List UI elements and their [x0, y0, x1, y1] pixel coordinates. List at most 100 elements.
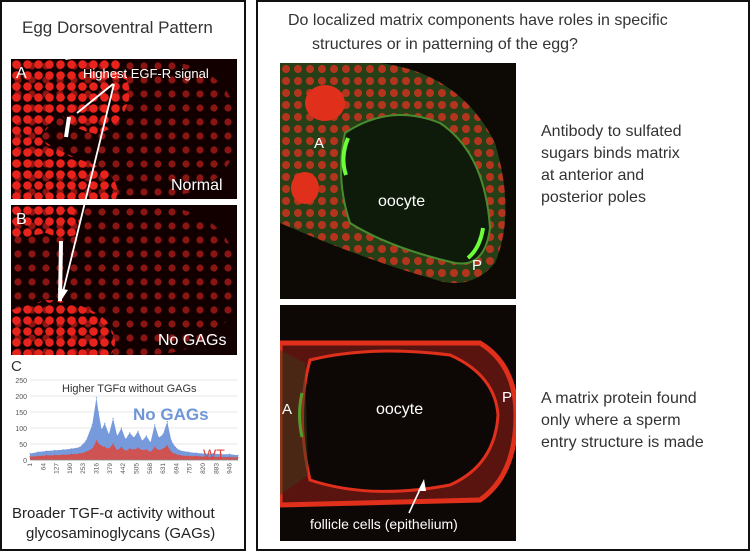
- chart-title: Higher TGFα without GAGs: [60, 383, 199, 395]
- x-tick-label: 820: [200, 463, 207, 474]
- micrograph-matrix-protein: A oocyte P follicle cells (epithelium): [280, 305, 516, 541]
- data-point: [70, 453, 73, 455]
- data-point: [116, 449, 118, 451]
- series-area-wt: [30, 440, 238, 460]
- data-point: [145, 449, 147, 451]
- x-tick-label: 946: [227, 463, 234, 474]
- data-point: [133, 449, 135, 451]
- data-point: [229, 456, 231, 458]
- egfr-signal-label: Highest EGF-R signal: [83, 66, 209, 81]
- data-point: [112, 443, 114, 445]
- data-point: [149, 451, 152, 453]
- data-point: [108, 433, 110, 435]
- x-tick-label: 694: [173, 463, 180, 474]
- left-panel-title: Egg Dorsoventral Pattern: [22, 18, 213, 37]
- data-point: [104, 446, 106, 448]
- data-point: [79, 446, 81, 448]
- data-point: [120, 446, 123, 448]
- data-point: [79, 453, 81, 455]
- right-figure-panel: Do localized matrix components have role…: [256, 0, 750, 551]
- data-point: [116, 435, 118, 437]
- micrograph-a: A Highest EGF-R signal Normal: [11, 59, 237, 199]
- micrograph-b: B No GAGs: [11, 205, 237, 355]
- data-point: [101, 429, 103, 431]
- data-point: [91, 424, 93, 426]
- data-point: [174, 453, 177, 455]
- top-label-p: P: [472, 257, 483, 274]
- x-tick-label: 127: [54, 463, 61, 474]
- data-point: [85, 451, 87, 453]
- data-point: [95, 397, 98, 399]
- micrograph-sulfated-sugars: A oocyte P: [280, 63, 516, 299]
- data-point: [99, 445, 102, 447]
- x-tick-label: 379: [107, 463, 114, 474]
- tgf-alpha-chart: 0 50 100 150 200 250 1 64 127 190 253 316 379 442 505 5…: [15, 378, 239, 474]
- data-point: [162, 433, 164, 435]
- data-point: [62, 454, 64, 456]
- data-point: [29, 453, 31, 455]
- question-line1: Do localized matrix components have role…: [288, 12, 668, 29]
- data-point: [220, 456, 222, 458]
- y-tick-label: 0: [23, 458, 27, 465]
- left-figure-panel: Egg Dorsoventral Pattern A Highest EGF-R…: [0, 0, 246, 551]
- data-point: [137, 430, 139, 432]
- x-tick-label: 1: [27, 463, 34, 467]
- x-tick-label: 442: [120, 463, 127, 474]
- data-point: [195, 452, 197, 454]
- y-tick-label: 100: [15, 426, 27, 433]
- data-point: [45, 454, 48, 457]
- legend-wt: WT: [203, 446, 225, 462]
- data-point: [166, 421, 168, 423]
- x-tick-label: 190: [67, 463, 74, 474]
- data-point: [91, 448, 93, 450]
- data-point: [237, 456, 239, 459]
- data-point: [229, 453, 231, 455]
- panel-c-caption-line2: glycosaminoglycans (GAGs): [26, 525, 216, 542]
- panel-c-letter: C: [11, 358, 22, 375]
- data-point: [141, 449, 143, 451]
- data-point: [124, 450, 127, 452]
- question-line2: structures or in patterning of the egg?: [312, 36, 578, 53]
- data-point: [204, 456, 206, 458]
- x-tick-label: 505: [133, 463, 140, 474]
- data-point: [220, 453, 222, 455]
- data-point: [120, 427, 123, 429]
- data-point: [104, 422, 106, 424]
- panel-b-letter: B: [16, 211, 27, 228]
- data-point: [212, 456, 214, 458]
- data-point: [195, 455, 197, 457]
- follicle-cells-label: follicle cells (epithelium): [310, 516, 458, 532]
- data-point: [137, 447, 139, 449]
- data-point: [158, 449, 160, 451]
- micrograph-top-image: [280, 63, 506, 283]
- data-point: [204, 453, 206, 455]
- x-tick-label: 631: [160, 463, 167, 474]
- data-point: [95, 440, 98, 442]
- bottom-label-a: A: [282, 401, 293, 418]
- data-point: [62, 449, 64, 451]
- x-tick-label: 316: [94, 463, 101, 474]
- data-point: [37, 455, 39, 457]
- data-point: [174, 446, 177, 448]
- y-tick-label: 250: [15, 378, 27, 385]
- data-point: [108, 448, 110, 450]
- data-point: [149, 441, 152, 443]
- data-point: [37, 451, 39, 453]
- data-point: [124, 438, 127, 440]
- x-tick-label: 757: [187, 463, 194, 474]
- desc-sulfated-sugars: Antibody to sulfated sugars binds matrix…: [541, 123, 682, 206]
- data-point: [170, 440, 172, 442]
- data-point: [112, 417, 114, 419]
- data-point: [187, 451, 189, 453]
- y-tick-label: 150: [15, 410, 27, 417]
- data-point: [45, 450, 48, 452]
- x-tick-label: 64: [40, 463, 47, 471]
- data-point: [237, 454, 239, 456]
- data-point: [158, 437, 160, 439]
- data-point: [85, 440, 87, 442]
- panel-c-caption-line1: Broader TGF-α activity without: [12, 505, 215, 522]
- y-tick-label: 50: [19, 442, 27, 449]
- data-point: [54, 454, 56, 456]
- legend-no-gags: No GAGs: [133, 405, 209, 424]
- data-point: [170, 451, 172, 453]
